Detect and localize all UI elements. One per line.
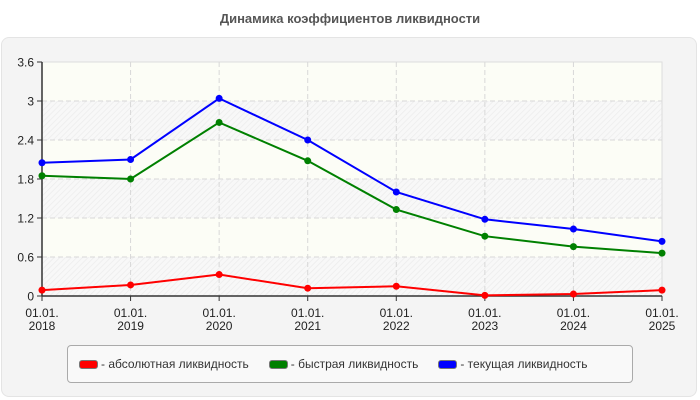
data-point-marker[interactable] [215,94,223,102]
data-point-marker[interactable] [569,290,577,298]
grid-lines [42,62,662,296]
data-point-marker[interactable] [658,249,666,257]
data-point-marker[interactable] [215,271,223,279]
chart-title: Динамика коэффициентов ликвидности [219,11,481,26]
series-текущая-ликвидность [38,94,666,245]
series-line [41,273,663,297]
y-tick-label: 0 [27,290,34,304]
y-tick-label: 3.6 [17,56,34,70]
legend-item-current[interactable]: - текущая ликвидность [438,357,588,371]
y-tick-label: 3 [27,95,34,109]
x-tick-label: 01.01. [468,306,501,320]
x-tick-label: 01.01. [202,306,235,320]
legend-label: - быстрая ликвидность [290,357,419,371]
series-быстрая-ликвидность [38,118,666,257]
legend-item-absolute[interactable]: - абсолютная ликвидность [79,357,249,371]
series-абсолютная-ликвидность [38,271,666,299]
data-point-marker[interactable] [304,157,312,165]
data-point-marker[interactable] [127,281,135,289]
x-tick-label: 01.01. [557,306,590,320]
x-tick-label: 2019 [117,319,144,333]
y-tick-label: 2.4 [17,134,34,148]
x-tick-label: 2024 [560,319,587,333]
data-point-marker[interactable] [569,243,577,251]
data-point-marker[interactable] [215,118,223,126]
data-point-marker[interactable] [38,286,46,294]
data-point-marker[interactable] [127,175,135,183]
x-tick-label: 01.01. [645,306,678,320]
legend-label: - текущая ликвидность [460,357,588,371]
y-tick-label: 0.6 [17,251,34,265]
x-tick-label: 01.01. [25,306,58,320]
series-line [41,121,663,255]
data-point-marker[interactable] [658,286,666,294]
x-tick-label: 2023 [472,319,499,333]
plot-band [42,101,662,140]
plot-band [42,62,662,101]
plot-band [42,257,662,296]
x-tick-label: 01.01. [380,306,413,320]
legend: - абсолютная ликвидность - быстрая ликви… [67,345,633,383]
x-tick-label: 2022 [383,319,410,333]
y-tick-label: 1.2 [17,212,34,226]
x-tick-label: 2025 [649,319,676,333]
data-point-marker[interactable] [569,225,577,233]
data-series [38,94,666,299]
plot-band [42,140,662,179]
legend-item-quick[interactable]: - быстрая ликвидность [268,357,419,371]
data-point-marker[interactable] [481,215,489,223]
legend-swatch-blue [438,359,458,369]
axes: 00.61.21.82.433.601.01.201801.01.201901.… [17,56,678,334]
data-point-marker[interactable] [38,159,46,167]
data-point-marker[interactable] [38,172,46,180]
x-tick-label: 2020 [206,319,233,333]
x-tick-label: 01.01. [291,306,324,320]
data-point-marker[interactable] [304,284,312,292]
data-point-marker[interactable] [481,232,489,240]
x-tick-label: 2021 [294,319,321,333]
data-point-marker[interactable] [392,282,400,290]
series-line [41,97,663,243]
data-point-marker[interactable] [658,237,666,245]
legend-swatch-green [268,359,288,369]
data-point-marker[interactable] [304,136,312,144]
x-tick-label: 01.01. [114,306,147,320]
x-tick-label: 2018 [29,319,56,333]
y-tick-label: 1.8 [17,173,34,187]
data-point-marker[interactable] [392,188,400,196]
plot-background-bands [41,61,663,297]
legend-label: - абсолютная ликвидность [101,357,249,371]
data-point-marker[interactable] [481,291,489,299]
data-point-marker[interactable] [392,206,400,214]
plot-band [42,218,662,257]
data-point-marker[interactable] [127,156,135,163]
legend-swatch-red [79,359,98,369]
